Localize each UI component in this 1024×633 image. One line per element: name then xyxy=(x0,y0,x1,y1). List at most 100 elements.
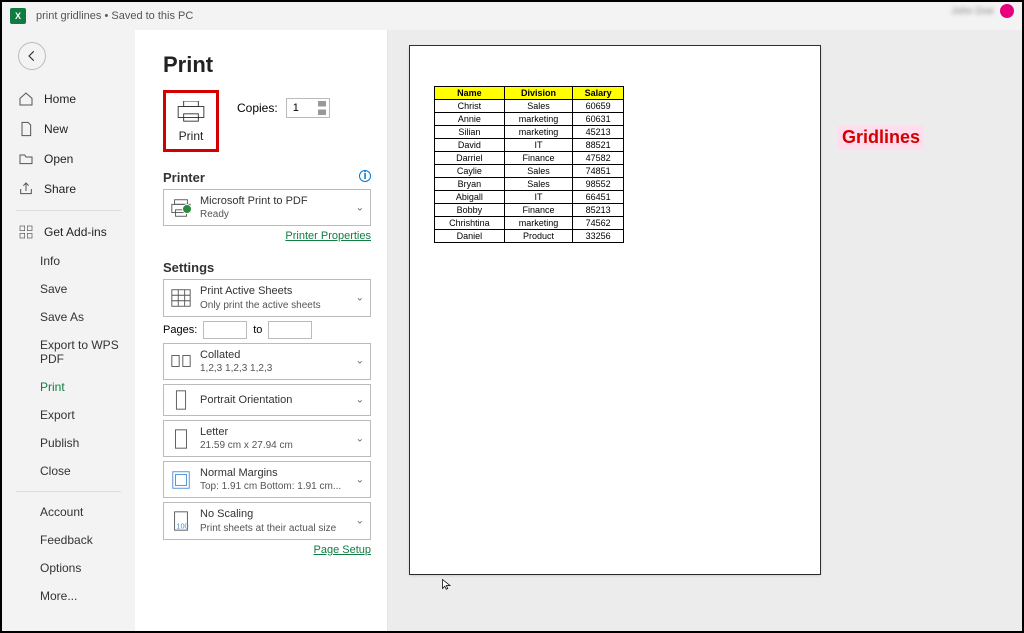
printer-selector[interactable]: Microsoft Print to PDF Ready xyxy=(163,189,371,226)
printer-section-label: Printer i xyxy=(163,170,371,185)
portrait-icon xyxy=(170,389,192,411)
cell: Sales xyxy=(504,100,572,113)
print-button-label: Print xyxy=(179,129,204,143)
nav-label: Home xyxy=(44,92,76,106)
col-header: Name xyxy=(435,87,505,100)
divider xyxy=(16,491,121,492)
cell: Bobby xyxy=(435,204,505,217)
nav-options[interactable]: Options xyxy=(2,554,135,582)
cell: Finance xyxy=(504,152,572,165)
nav-label: Get Add-ins xyxy=(44,225,107,239)
nav-label: Open xyxy=(44,152,73,166)
back-button[interactable] xyxy=(18,42,46,70)
pages-to-label: to xyxy=(253,324,262,336)
cell: Annie xyxy=(435,113,505,126)
table-row: DanielProduct33256 xyxy=(435,230,624,243)
cell: IT xyxy=(504,191,572,204)
info-icon[interactable]: i xyxy=(359,170,371,182)
cell: Abigall xyxy=(435,191,505,204)
setting-title: Print Active Sheets xyxy=(200,284,321,298)
nav-open[interactable]: Open xyxy=(2,144,135,174)
table-row: CaylieSales74851 xyxy=(435,165,624,178)
titlebar: X print gridlines • Saved to this PC xyxy=(2,2,1022,30)
nav-get-addins[interactable]: Get Add-ins xyxy=(2,217,135,247)
cell: Darriel xyxy=(435,152,505,165)
cell: 74851 xyxy=(573,165,624,178)
cell: 60631 xyxy=(573,113,624,126)
nav-save[interactable]: Save xyxy=(2,275,135,303)
cell: Daniel xyxy=(435,230,505,243)
printer-properties-link[interactable]: Printer Properties xyxy=(163,230,371,242)
settings-section-label: Settings xyxy=(163,260,371,275)
cell: Finance xyxy=(504,204,572,217)
margins-selector[interactable]: Normal Margins Top: 1.91 cm Bottom: 1.91… xyxy=(163,461,371,498)
print-button[interactable]: Print xyxy=(163,90,219,152)
nav-account[interactable]: Account xyxy=(2,498,135,526)
sheets-icon xyxy=(170,287,192,309)
collation-selector[interactable]: Collated 1,2,3 1,2,3 1,2,3 xyxy=(163,343,371,380)
nav-info[interactable]: Info xyxy=(2,247,135,275)
svg-text:100: 100 xyxy=(176,521,188,530)
share-icon xyxy=(18,181,34,197)
table-row: BryanSales98552 xyxy=(435,178,624,191)
nav-feedback[interactable]: Feedback xyxy=(2,526,135,554)
cell: marketing xyxy=(504,217,572,230)
nav-save-as[interactable]: Save As xyxy=(2,303,135,331)
pages-from-input[interactable] xyxy=(203,321,247,339)
setting-title: No Scaling xyxy=(200,507,336,521)
backstage-sidebar: Home New Open Share Get Add-ins InfoSave… xyxy=(2,30,135,631)
setting-subtitle: 1,2,3 1,2,3 1,2,3 xyxy=(200,362,272,375)
addins-icon xyxy=(18,224,34,240)
nav-print[interactable]: Print xyxy=(2,373,135,401)
open-icon xyxy=(18,151,34,167)
nav-label: Share xyxy=(44,182,76,196)
cell: 60659 xyxy=(573,100,624,113)
nav-export-to-wps-pdf[interactable]: Export to WPS PDF xyxy=(2,331,135,373)
nav-more-[interactable]: More... xyxy=(2,582,135,610)
nav-close[interactable]: Close xyxy=(2,457,135,485)
cell: marketing xyxy=(504,126,572,139)
nav-publish[interactable]: Publish xyxy=(2,429,135,457)
cell: Christ xyxy=(435,100,505,113)
page-setup-link[interactable]: Page Setup xyxy=(163,544,371,556)
nav-home[interactable]: Home xyxy=(2,84,135,114)
copies-spinner[interactable]: 1 xyxy=(286,98,330,118)
window-controls: John Doe xyxy=(951,4,1014,18)
table-row: Silianmarketing45213 xyxy=(435,126,624,139)
table-row: BobbyFinance85213 xyxy=(435,204,624,217)
cell: marketing xyxy=(504,113,572,126)
cell: 85213 xyxy=(573,204,624,217)
scaling-selector[interactable]: 100 No Scaling Print sheets at their act… xyxy=(163,502,371,539)
cell: 47582 xyxy=(573,152,624,165)
account-avatar[interactable] xyxy=(1000,4,1014,18)
table-row: DarrielFinance47582 xyxy=(435,152,624,165)
margins-icon xyxy=(170,469,192,491)
printer-icon xyxy=(176,101,206,123)
home-icon xyxy=(18,91,34,107)
paper-size-selector[interactable]: Letter 21.59 cm x 27.94 cm xyxy=(163,420,371,457)
nav-share[interactable]: Share xyxy=(2,174,135,204)
setting-title: Normal Margins xyxy=(200,466,341,480)
cell: Sales xyxy=(504,165,572,178)
cell: Sales xyxy=(504,178,572,191)
printer-name: Microsoft Print to PDF xyxy=(200,194,308,208)
print-settings-column: Print Print Copies: 1 Printer i M xyxy=(135,30,388,631)
col-header: Division xyxy=(504,87,572,100)
cell: 98552 xyxy=(573,178,624,191)
nav-new[interactable]: New xyxy=(2,114,135,144)
cell: 88521 xyxy=(573,139,624,152)
cell: 45213 xyxy=(573,126,624,139)
document-title: print gridlines • Saved to this PC xyxy=(36,10,193,22)
setting-title: Collated xyxy=(200,348,272,362)
cursor-icon xyxy=(441,578,453,590)
cell: David xyxy=(435,139,505,152)
print-what-selector[interactable]: Print Active Sheets Only print the activ… xyxy=(163,279,371,316)
pages-to-input[interactable] xyxy=(268,321,312,339)
cell: Chrishtina xyxy=(435,217,505,230)
excel-app-icon: X xyxy=(10,8,26,24)
orientation-selector[interactable]: Portrait Orientation xyxy=(163,384,371,416)
letter-icon xyxy=(170,428,192,450)
cell: IT xyxy=(504,139,572,152)
nav-export[interactable]: Export xyxy=(2,401,135,429)
cell: Caylie xyxy=(435,165,505,178)
